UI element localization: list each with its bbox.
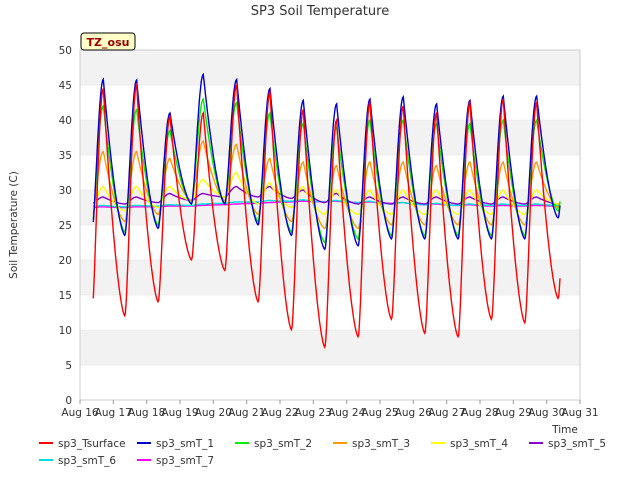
- x-tick-label: Aug 28: [461, 407, 498, 419]
- x-tick-label: Aug 31: [561, 407, 598, 419]
- series-line-sp3_smT_1: [92, 72, 561, 251]
- annotation-box: [80, 32, 136, 51]
- legend-label: sp3_smT_7: [156, 455, 214, 467]
- y-tick-label: 25: [59, 220, 72, 232]
- series-lines: [92, 72, 561, 350]
- grid-band: [80, 50, 580, 85]
- grid-band: [80, 330, 580, 365]
- y-axis-label: Soil Temperature (C): [8, 171, 20, 279]
- y-tick-label: 45: [59, 80, 72, 92]
- legend-label: sp3_smT_1: [156, 438, 214, 450]
- grid-band: [80, 365, 580, 400]
- y-tick-label: 0: [65, 395, 72, 407]
- y-tick-label: 10: [59, 325, 72, 337]
- legend-label: sp3_smT_4: [450, 438, 508, 450]
- legend: sp3_Tsurface sp3_smT_1 sp3_smT_2 sp3_smT_3 s…: [39, 438, 606, 467]
- legend-label: sp3_smT_3: [352, 438, 410, 450]
- y-tick-label: 5: [65, 360, 72, 372]
- x-tick-label: Aug 20: [195, 407, 232, 419]
- y-tick-label: 15: [59, 290, 72, 302]
- x-tick-label: Aug 16: [61, 407, 99, 419]
- x-tick-label: Aug 21: [228, 407, 265, 419]
- y-tick-label: 20: [59, 255, 72, 267]
- x-tick-label: Aug 23: [295, 407, 332, 419]
- x-tick-label: Aug 22: [261, 407, 298, 419]
- x-tick-label: Aug 29: [495, 407, 532, 419]
- x-axis-label: Time: [551, 424, 578, 436]
- x-tick-label: Aug 24: [328, 407, 366, 419]
- grid-band: [80, 295, 580, 330]
- x-tick-label: Aug 19: [161, 407, 198, 419]
- x-tick-label: Aug 25: [361, 407, 398, 419]
- legend-label: sp3_smT_6: [58, 455, 116, 467]
- tz-annotation: TZ_osu: [80, 32, 136, 51]
- x-tick-label: Aug 17: [95, 407, 132, 419]
- x-tick-label: Aug 30: [528, 407, 565, 419]
- grid-band: [80, 120, 580, 155]
- grid-band: [80, 260, 580, 295]
- y-tick-label: 40: [59, 115, 72, 127]
- chart-title: SP3 Soil Temperature: [251, 4, 389, 19]
- y-tick-label: 35: [59, 150, 72, 162]
- legend-label: sp3_Tsurface: [58, 438, 126, 450]
- x-tick-label: Aug 18: [128, 407, 165, 419]
- x-tick-label: Aug 26: [395, 407, 433, 419]
- plot-frame: [79, 49, 581, 401]
- y-tick-label: 50: [59, 45, 72, 57]
- series-line-sp3_Tsurface: [92, 82, 561, 350]
- legend-label: sp3_smT_2: [254, 438, 312, 450]
- y-tick-label: 30: [59, 185, 72, 197]
- x-tick-label: Aug 27: [428, 407, 465, 419]
- y-axis-ticks: 0 5 10 15 20 25 30 35 40 45 50: [59, 45, 72, 407]
- annotation-text: TZ_osu: [87, 36, 130, 49]
- grid-band: [80, 85, 580, 120]
- legend-label: sp3_smT_5: [548, 438, 606, 450]
